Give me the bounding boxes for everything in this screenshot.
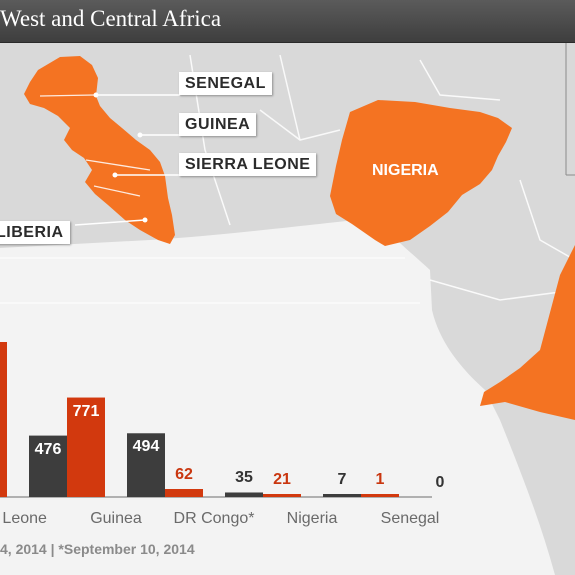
- value-label-deaths-1: 494: [132, 438, 160, 456]
- category-label-3: Nigeria: [286, 510, 338, 527]
- value-label-deaths-2: 35: [235, 469, 253, 487]
- value-label-cases-0: 5: [0, 346, 18, 364]
- bar-deaths-0: [29, 435, 67, 497]
- category-label-4: Senegal: [380, 510, 440, 527]
- bar-cases-3: [263, 494, 301, 497]
- chart-bars: [0, 342, 399, 497]
- nigeria-shape: [330, 100, 512, 246]
- label-liberia: LIBERIA: [0, 221, 70, 244]
- value-label-deaths-0: 476: [34, 440, 62, 458]
- value-label-deaths-3: 7: [337, 471, 347, 488]
- category-label-0: a Leone: [0, 510, 47, 527]
- value-label-cases-4: 1: [375, 471, 385, 488]
- value-label-cases-3: 21: [273, 471, 291, 488]
- bar-deaths-3: [323, 494, 361, 497]
- bar-cases-4: [361, 494, 399, 497]
- label-senegal: SENEGAL: [179, 72, 272, 95]
- bar-cases-2: [165, 489, 203, 497]
- title-bar: West and Central Africa: [0, 0, 575, 43]
- bar-cases-1: [67, 397, 105, 497]
- label-nigeria: NIGERIA: [372, 162, 439, 179]
- value-label-cases-2: 62: [175, 466, 193, 483]
- map-title: West and Central Africa: [0, 6, 222, 31]
- leader-dots: [93, 92, 148, 223]
- cameroon-shape: [480, 245, 575, 420]
- value-label-deaths-4: 0: [435, 474, 445, 491]
- inner-borders: [39, 94, 151, 197]
- category-label-2: DR Congo*: [173, 510, 255, 527]
- value-label-cases-1: 771: [72, 402, 100, 420]
- map-canvas: [0, 43, 575, 575]
- leader-lines: [74, 94, 180, 226]
- chart-gridlines: [0, 257, 420, 304]
- footnote: 4, 2014 | *September 10, 2014: [0, 541, 195, 557]
- bar-deaths-2: [225, 492, 263, 497]
- bar-cases-0: [0, 342, 7, 497]
- category-label-1: Guinea: [90, 510, 142, 527]
- label-sierra-leone: SIERRA LEONE: [179, 153, 317, 176]
- label-guinea: GUINEA: [179, 113, 257, 136]
- bar-deaths-1: [127, 433, 165, 497]
- west-africa-countries: [24, 56, 175, 244]
